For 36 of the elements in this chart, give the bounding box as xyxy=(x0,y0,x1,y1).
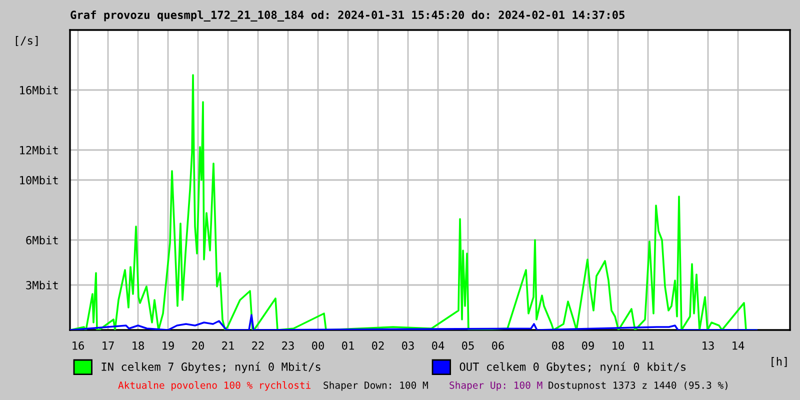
x-tick-label: 16 xyxy=(72,341,84,350)
x-tick-label: 10 xyxy=(612,341,624,350)
y-tick-label: 6Mbit xyxy=(26,236,58,244)
x-tick-label: 03 xyxy=(402,341,414,350)
line-series xyxy=(70,314,758,330)
x-tick-label: 11 xyxy=(642,342,654,350)
text: Shaper Up: 100 M xyxy=(450,381,542,391)
y-tick-label: 10Mbit xyxy=(20,176,58,184)
y-axis-title: [/s] xyxy=(16,36,38,46)
y-tick-label: 16Mbit xyxy=(20,86,58,94)
x-axis-title: [h] xyxy=(772,357,787,367)
text: Shaper Down: 100 M xyxy=(324,381,428,391)
x-tick-label: 05 xyxy=(462,341,474,350)
x-tick-label: 06 xyxy=(492,341,504,350)
x-tick-label: 22 xyxy=(252,341,264,350)
x-tick-label: 04 xyxy=(432,341,444,350)
x-tick-label: 13 xyxy=(702,341,714,350)
x-tick-label: 23 xyxy=(282,341,294,350)
x-tick-label: 08 xyxy=(552,341,564,350)
x-tick-label: 20 xyxy=(192,341,204,350)
legend-label: OUT celkem 0 Gbytes; nyní 0 kbit/s xyxy=(460,362,686,374)
text: Aktualne povoleno 100 % rychlosti xyxy=(118,381,310,391)
x-tick-label: 00 xyxy=(312,341,324,350)
x-tick-label: 01 xyxy=(342,341,354,350)
x-tick-label: 09 xyxy=(582,341,594,350)
legend-label: IN celkem 7 Gbytes; nyní 0 Mbit/s xyxy=(102,362,320,374)
y-tick-label: 12Mbit xyxy=(20,146,58,154)
x-tick-label: 21 xyxy=(222,341,234,350)
x-tick-label: 02 xyxy=(372,341,384,350)
chart-title: Graf provozu quesmpl_172_21_108_184 od: 2024-01-31 15:45:20 do: 2024-02-01 14:37:05 xyxy=(70,10,624,22)
y-tick-label: 3Mbit xyxy=(26,280,58,290)
x-tick-label: 14 xyxy=(732,342,744,350)
x-tick-label: 17 xyxy=(102,342,114,350)
x-tick-label: 19 xyxy=(162,341,174,350)
text: Dostupnost 1373 z 1440 (95.3 %) xyxy=(548,381,728,391)
x-tick-label: 18 xyxy=(132,341,144,350)
